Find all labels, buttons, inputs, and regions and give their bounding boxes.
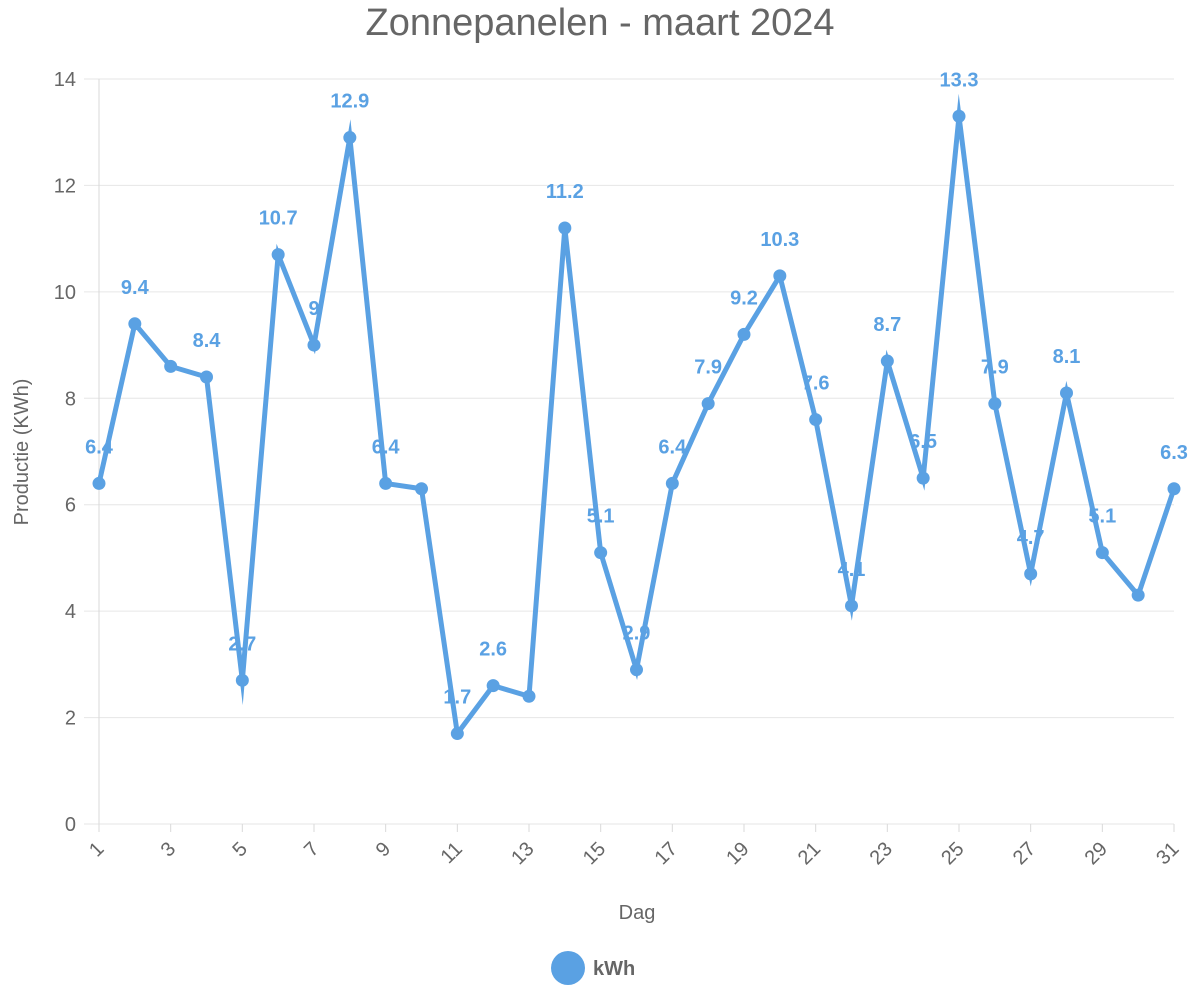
data-point[interactable] <box>343 131 357 145</box>
y-tick-label: 2 <box>65 708 76 730</box>
data-label: 11.2 <box>546 181 584 203</box>
data-point[interactable] <box>486 679 500 693</box>
y-tick-label: 0 <box>65 814 76 836</box>
data-point[interactable] <box>665 476 679 490</box>
data-point[interactable] <box>415 482 428 496</box>
x-tick-label: 25 <box>937 838 968 869</box>
data-label: 5.1 <box>587 506 615 528</box>
y-tick-label: 12 <box>54 175 76 197</box>
x-tick-label: 13 <box>507 838 538 869</box>
data-point[interactable] <box>271 248 285 262</box>
x-tick-label: 17 <box>651 838 682 869</box>
data-label: 2.9 <box>623 623 651 645</box>
data-label: 7.6 <box>802 373 830 395</box>
data-point[interactable] <box>450 727 464 741</box>
data-label: 7.9 <box>694 357 722 379</box>
data-point[interactable] <box>200 370 213 384</box>
data-label: 6.4 <box>658 436 687 458</box>
data-point[interactable] <box>845 599 858 613</box>
series-kwh <box>92 93 1181 741</box>
data-label: 8.4 <box>193 330 222 352</box>
data-point[interactable] <box>1167 482 1181 496</box>
chart-title: Zonnepanelen - maart 2024 <box>366 2 835 44</box>
legend[interactable]: kWh <box>551 951 635 985</box>
data-label: 4.1 <box>838 559 866 581</box>
data-point[interactable] <box>558 221 572 235</box>
y-axis-title: Productie (KWh) <box>11 379 33 526</box>
data-label: 10.3 <box>760 229 799 251</box>
x-axis-ticks: 1 3 5 7 9 11 13 15 17 19 21 23 25 27 29 31 <box>85 824 1184 869</box>
data-label: 6.3 <box>1160 442 1188 464</box>
data-point[interactable] <box>307 338 321 352</box>
data-label: 12.9 <box>330 91 369 113</box>
data-label: 9.4 <box>121 277 150 299</box>
data-point[interactable] <box>1095 546 1109 560</box>
y-axis-ticks: 0 2 4 6 8 10 12 14 <box>54 69 76 836</box>
data-label: 6.4 <box>372 436 401 458</box>
data-point[interactable] <box>1060 386 1073 400</box>
data-label: 6.4 <box>85 436 114 458</box>
data-point[interactable] <box>1024 567 1038 581</box>
gridlines <box>84 78 1174 825</box>
y-tick-label: 14 <box>54 69 76 91</box>
x-axis-title: Dag <box>619 902 656 924</box>
data-point[interactable] <box>916 471 930 485</box>
x-tick-label: 11 <box>437 838 467 868</box>
x-tick-label: 3 <box>157 838 180 861</box>
data-point[interactable] <box>880 354 894 368</box>
data-point[interactable] <box>594 546 608 560</box>
data-labels: 6.4 9.4 8.4 2.7 10.7 9 12.9 6.4 1.7 2.6 11.2 5.1 2.9… <box>85 69 1188 708</box>
data-point[interactable] <box>809 413 823 427</box>
legend-label-kwh[interactable]: kWh <box>593 958 635 980</box>
data-label: 8.7 <box>873 314 901 336</box>
y-tick-label: 4 <box>65 601 76 623</box>
data-label: 4.7 <box>1017 527 1045 549</box>
x-tick-label: 27 <box>1009 838 1040 869</box>
x-tick-label: 23 <box>866 838 897 869</box>
x-tick-label: 19 <box>722 838 753 869</box>
y-tick-label: 6 <box>65 495 76 517</box>
data-point[interactable] <box>1131 588 1145 602</box>
data-label: 9 <box>308 298 319 320</box>
data-label: 1.7 <box>443 687 471 709</box>
x-tick-label: 21 <box>794 838 825 869</box>
data-point[interactable] <box>522 689 536 703</box>
legend-swatch-kwh[interactable] <box>551 951 585 985</box>
data-point[interactable] <box>773 269 787 283</box>
data-point[interactable] <box>630 663 643 677</box>
data-label: 8.1 <box>1053 346 1081 368</box>
x-tick-label: 29 <box>1081 838 1112 869</box>
data-label: 10.7 <box>259 208 298 230</box>
x-tick-label: 7 <box>300 838 323 861</box>
data-point[interactable] <box>737 327 751 341</box>
data-point[interactable] <box>128 317 142 331</box>
x-tick-label: 15 <box>579 838 610 869</box>
y-tick-label: 8 <box>65 388 76 410</box>
x-tick-label: 1 <box>85 838 108 861</box>
data-point[interactable] <box>379 476 393 490</box>
x-tick-label: 31 <box>1152 838 1183 869</box>
x-tick-label: 5 <box>228 838 251 861</box>
y-tick-label: 10 <box>54 282 76 304</box>
data-label: 13.3 <box>940 69 979 91</box>
x-tick-label: 9 <box>372 838 395 861</box>
data-point[interactable] <box>952 109 966 123</box>
data-point[interactable] <box>235 673 249 687</box>
data-label: 9.2 <box>730 287 758 309</box>
data-label: 5.1 <box>1088 506 1116 528</box>
data-point[interactable] <box>701 397 715 411</box>
data-point[interactable] <box>164 359 178 373</box>
data-point[interactable] <box>988 397 1002 411</box>
data-label: 7.9 <box>981 357 1009 379</box>
data-point[interactable] <box>92 476 106 490</box>
data-label: 6.5 <box>909 431 937 453</box>
data-label: 2.6 <box>479 639 507 661</box>
data-label: 2.7 <box>228 633 256 655</box>
